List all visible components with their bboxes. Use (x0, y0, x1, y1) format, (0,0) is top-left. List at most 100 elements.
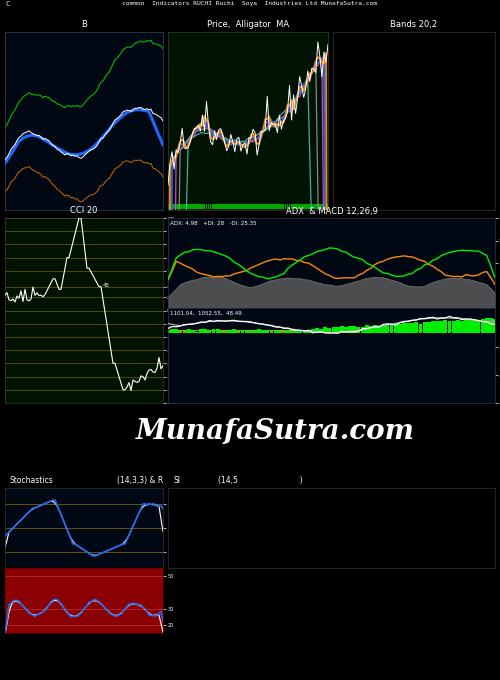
Bar (307, 204, 308, 209)
Bar (254, 204, 256, 209)
Bar (317, 204, 319, 209)
Bar (276, 204, 278, 209)
Bar (186, 329, 190, 333)
Bar (493, 319, 497, 333)
Text: 1101.04,  1052.55,  48.49: 1101.04, 1052.55, 48.49 (170, 311, 242, 316)
Bar (204, 204, 206, 209)
Bar (369, 326, 373, 333)
Bar (364, 325, 368, 333)
Bar (274, 330, 278, 333)
Bar (261, 330, 265, 333)
Bar (234, 204, 236, 209)
Bar (252, 204, 254, 209)
Bar (257, 329, 261, 333)
Bar (464, 320, 468, 333)
Bar (315, 328, 319, 333)
Text: (14,3,3) & R: (14,3,3) & R (117, 475, 163, 485)
Bar (325, 204, 327, 209)
Bar (186, 204, 187, 209)
Bar (309, 204, 310, 209)
Bar (220, 331, 224, 333)
Bar (224, 204, 226, 209)
Bar (402, 324, 406, 333)
Bar (302, 330, 306, 333)
Bar (192, 204, 194, 209)
Bar (448, 321, 452, 333)
Bar (244, 204, 246, 209)
Bar (298, 204, 300, 209)
Bar (188, 204, 189, 209)
Bar (200, 204, 202, 209)
Bar (240, 204, 242, 209)
Text: common  Indicators RUCHI Ruchi  Soya  Industries Ltd MunafaSutra.com: common Indicators RUCHI Ruchi Soya Indus… (122, 1, 378, 6)
Bar (282, 204, 284, 209)
Bar (202, 204, 203, 209)
Bar (236, 204, 238, 209)
Bar (485, 318, 488, 333)
Bar (175, 204, 177, 209)
Bar (386, 325, 390, 333)
Bar (296, 204, 298, 209)
Bar (431, 322, 435, 333)
Bar (284, 204, 286, 209)
Bar (166, 330, 170, 333)
Bar (323, 204, 325, 209)
Bar (212, 329, 216, 333)
Bar (476, 320, 480, 333)
Bar (253, 330, 257, 333)
Bar (242, 204, 244, 209)
Bar (313, 204, 315, 209)
Bar (307, 330, 310, 333)
Bar (206, 204, 208, 209)
Bar (262, 204, 264, 209)
Bar (305, 204, 306, 209)
Bar (218, 204, 220, 209)
Bar (198, 204, 200, 209)
Bar (489, 318, 493, 333)
Bar (382, 325, 385, 333)
Bar (290, 331, 294, 333)
Bar (480, 320, 484, 333)
Text: (14,5                          ): (14,5 ) (218, 475, 302, 485)
Bar (468, 319, 472, 333)
Bar (288, 204, 290, 209)
Text: 45: 45 (103, 283, 110, 288)
Bar (258, 204, 260, 209)
Bar (315, 204, 317, 209)
Bar (250, 204, 252, 209)
Bar (394, 324, 398, 333)
Bar (230, 204, 232, 209)
Bar (214, 204, 216, 209)
Bar (264, 204, 266, 209)
Text: C: C (5, 1, 9, 7)
Bar (238, 204, 240, 209)
Bar (390, 324, 394, 333)
Text: B: B (81, 20, 87, 29)
Text: Price,  Alligator  MA: Price, Alligator MA (207, 20, 289, 29)
Bar (177, 204, 179, 209)
Bar (290, 204, 292, 209)
Bar (249, 330, 252, 333)
Bar (360, 327, 364, 333)
Bar (456, 320, 460, 333)
Bar (224, 331, 228, 333)
Bar (169, 204, 171, 209)
Bar (240, 330, 244, 333)
Text: Stochastics: Stochastics (10, 475, 54, 485)
Bar (212, 204, 214, 209)
Bar (414, 322, 418, 333)
Bar (344, 326, 348, 333)
Bar (278, 331, 281, 333)
Bar (210, 204, 212, 209)
Bar (232, 204, 234, 209)
Bar (435, 322, 439, 333)
Bar (173, 204, 175, 209)
Bar (294, 204, 296, 209)
Bar (183, 204, 185, 209)
Bar (226, 204, 228, 209)
Bar (327, 204, 329, 209)
Bar (373, 325, 377, 333)
Text: MunafaSutra.com: MunafaSutra.com (136, 418, 414, 445)
Bar (204, 329, 207, 333)
Bar (270, 204, 272, 209)
